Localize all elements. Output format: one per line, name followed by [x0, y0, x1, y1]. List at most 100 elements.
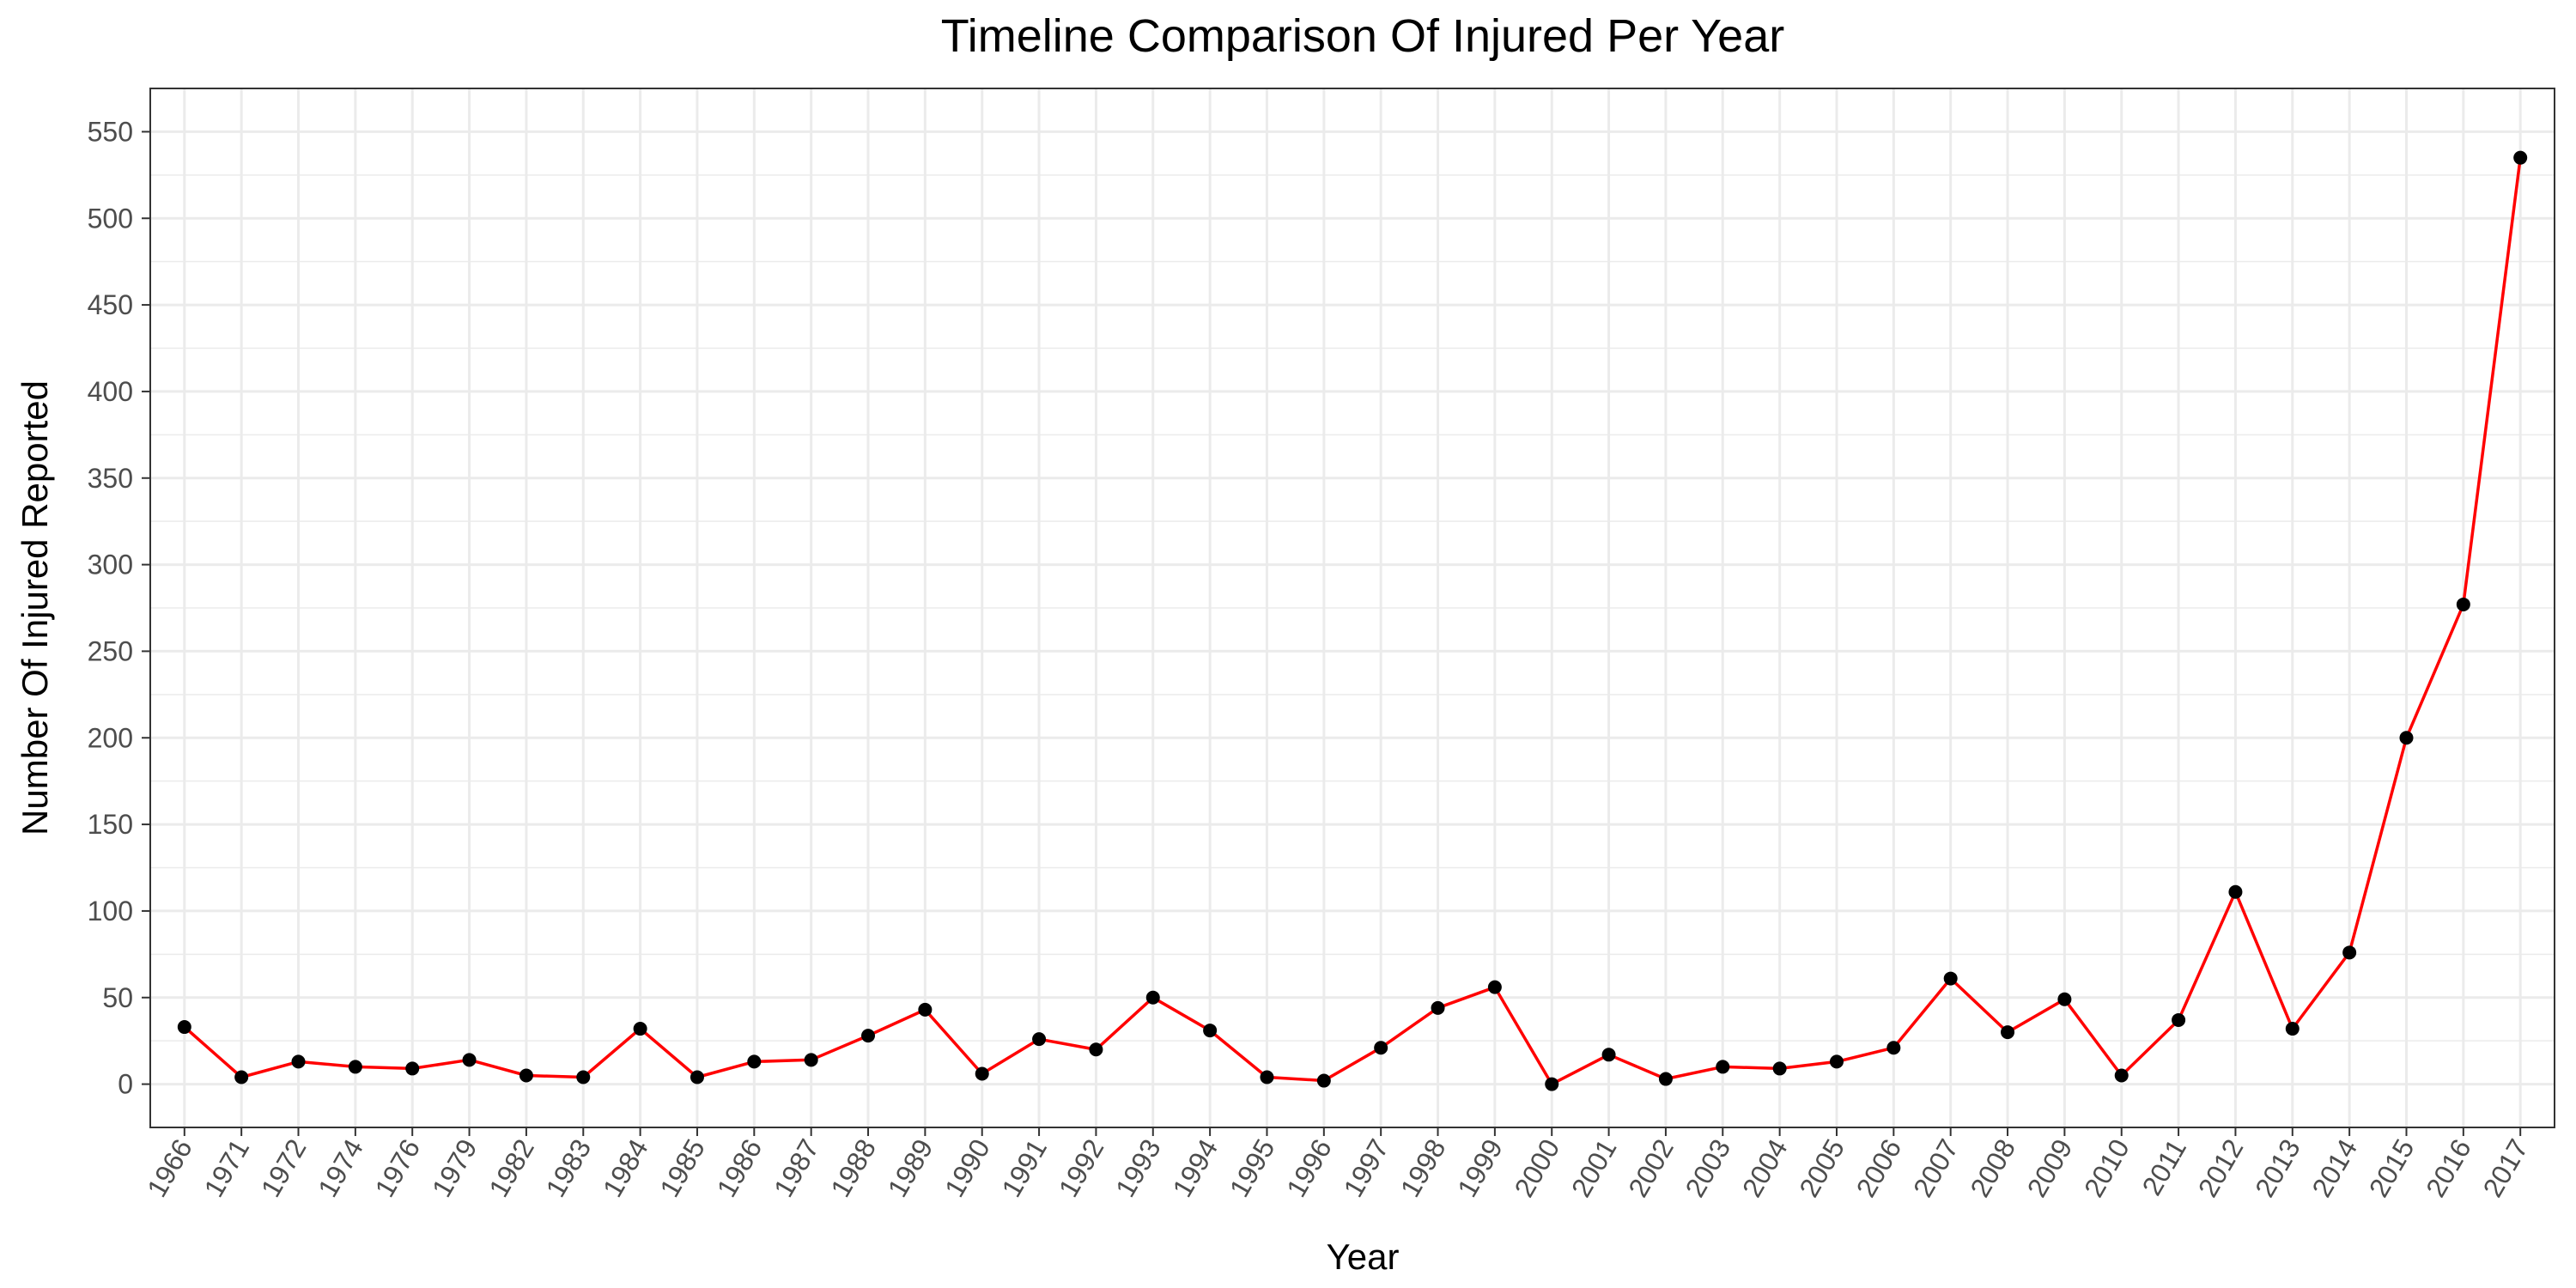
data-point: [462, 1053, 477, 1067]
y-tick-label: 50: [102, 982, 133, 1013]
data-point: [2342, 945, 2357, 960]
data-point: [918, 1002, 933, 1017]
x-tick-label: 2007: [1907, 1134, 1965, 1203]
x-tick-label: 2009: [2021, 1134, 2079, 1203]
y-tick-label: 150: [88, 809, 133, 840]
data-point: [2228, 884, 2243, 899]
grid-minor: [150, 174, 2555, 1042]
y-axis-title: Number Of Injured Reported: [15, 380, 55, 835]
x-tick-label: 1982: [483, 1134, 540, 1203]
x-tick-label: 2010: [2078, 1134, 2136, 1203]
x-tick-label: 2015: [2363, 1134, 2421, 1203]
data-point: [861, 1029, 876, 1043]
data-point: [2114, 1068, 2129, 1083]
x-tick-label: 2005: [1793, 1134, 1850, 1203]
x-tick-label: 1987: [768, 1134, 825, 1203]
x-tick-label: 1989: [882, 1134, 939, 1203]
data-point: [804, 1053, 818, 1067]
data-points: [177, 150, 2528, 1091]
x-tick-label: 2004: [1736, 1134, 1794, 1203]
x-tick-label: 1995: [1224, 1134, 1281, 1203]
x-tick-label: 1966: [141, 1134, 198, 1203]
y-tick-label: 400: [88, 376, 133, 407]
x-tick-label: 1999: [1451, 1134, 1509, 1203]
data-point: [1316, 1073, 1331, 1088]
x-tick-label: 1986: [711, 1134, 769, 1203]
grid-major: [150, 88, 2555, 1127]
y-tick-label: 350: [88, 463, 133, 494]
data-point: [2057, 992, 2072, 1006]
y-tick-label: 300: [88, 550, 133, 580]
x-axis-title: Year: [1327, 1236, 1400, 1277]
x-tick-label: 2003: [1680, 1134, 1737, 1203]
y-tick-label: 550: [88, 116, 133, 147]
y-tick-label: 200: [88, 722, 133, 753]
x-tick-label: 2001: [1565, 1134, 1623, 1203]
x-tick-label: 1996: [1280, 1134, 1338, 1203]
data-point: [1089, 1042, 1103, 1057]
x-tick-label: 1990: [939, 1134, 996, 1203]
data-point: [2285, 1022, 2300, 1036]
series-polyline: [183, 157, 2522, 1086]
data-point: [291, 1054, 306, 1069]
x-tick-label: 1972: [255, 1134, 313, 1203]
x-tick-label: 2008: [1964, 1134, 2021, 1203]
data-point: [1716, 1060, 1730, 1074]
data-point: [1374, 1041, 1388, 1055]
data-point: [1601, 1048, 1616, 1062]
y-tick-label: 250: [88, 635, 133, 666]
data-point: [1829, 1054, 1844, 1069]
data-point: [2172, 1012, 2186, 1027]
data-point: [2001, 1025, 2015, 1040]
data-point: [2513, 150, 2528, 165]
y-axis: 0 50 100 150 200 250 300 350 400 450 500 550: [88, 116, 150, 1100]
data-point: [1260, 1070, 1274, 1084]
x-tick-label: 1997: [1337, 1134, 1394, 1203]
y-tick-label: 500: [88, 203, 133, 234]
y-tick-label: 0: [118, 1069, 133, 1100]
data-point: [1886, 1041, 1901, 1055]
x-tick-label: 2013: [2249, 1134, 2306, 1203]
data-point: [348, 1060, 362, 1074]
x-tick-label: 1994: [1166, 1134, 1224, 1203]
data-point: [2456, 597, 2470, 611]
data-point: [1545, 1077, 1559, 1091]
x-tick-label: 2014: [2306, 1134, 2363, 1203]
x-tick-label: 1976: [369, 1134, 427, 1203]
x-tick-label: 1993: [1109, 1134, 1167, 1203]
x-tick-label: 2011: [2136, 1134, 2193, 1201]
x-tick-label: 1983: [540, 1134, 598, 1203]
x-tick-label: 2006: [1850, 1134, 1908, 1203]
x-tick-label: 2017: [2476, 1134, 2534, 1203]
x-tick-label: 2016: [2420, 1134, 2477, 1203]
data-point: [405, 1061, 420, 1076]
x-tick-label: 2012: [2192, 1134, 2250, 1203]
data-point: [1032, 1032, 1047, 1047]
y-tick-label: 450: [88, 289, 133, 320]
x-tick-label: 1984: [597, 1134, 654, 1203]
data-point: [2399, 731, 2414, 745]
data-point: [747, 1054, 762, 1069]
data-point: [1145, 990, 1160, 1005]
data-point: [519, 1068, 533, 1083]
series-line: [183, 157, 2522, 1086]
x-tick-label: 1985: [653, 1134, 711, 1203]
x-tick-label: 2002: [1622, 1134, 1680, 1203]
data-point: [975, 1066, 989, 1081]
y-tick-label: 100: [88, 896, 133, 927]
x-tick-label: 1998: [1394, 1134, 1452, 1203]
x-tick-label: 2000: [1509, 1134, 1566, 1203]
data-point: [633, 1022, 647, 1036]
x-tick-label: 1991: [995, 1134, 1053, 1203]
data-point: [234, 1070, 249, 1084]
data-point: [177, 1020, 191, 1035]
x-tick-label: 1974: [312, 1134, 369, 1203]
data-point: [1487, 980, 1502, 994]
data-point: [1431, 1000, 1445, 1015]
x-tick-label: 1988: [824, 1134, 882, 1203]
x-tick-label: 1979: [426, 1134, 483, 1203]
data-point: [1203, 1024, 1218, 1038]
data-point: [1658, 1072, 1673, 1086]
data-point: [576, 1070, 591, 1084]
